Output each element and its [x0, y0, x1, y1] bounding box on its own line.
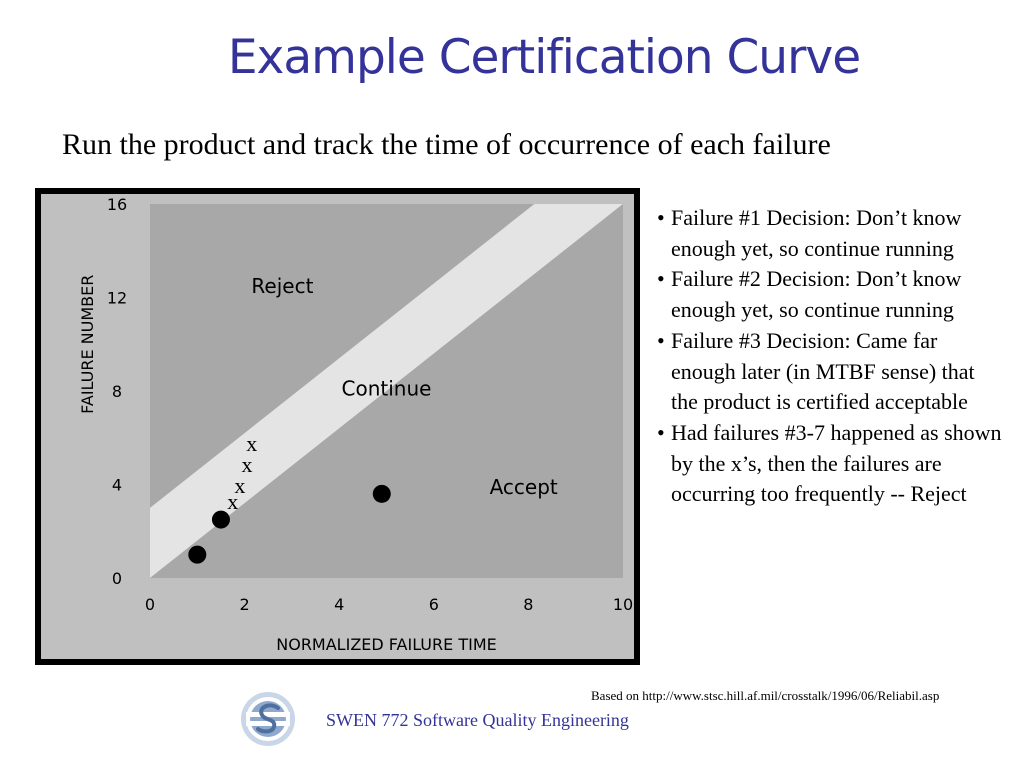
rit-logo-icon — [241, 692, 295, 746]
slide-title: Example Certification Curve — [227, 30, 861, 85]
hypothetical-failure-marker: x — [227, 489, 238, 514]
bullet-text: Had failures #3-7 happened as shown by t… — [671, 419, 1002, 507]
x-tick-label: 0 — [145, 595, 155, 614]
bullet-dot: • — [657, 266, 665, 292]
y-tick-label: 8 — [112, 382, 122, 401]
failure-point — [372, 484, 391, 503]
continue-label: Continue — [342, 377, 432, 401]
x-tick-label: 10 — [613, 595, 633, 614]
footer-course-name: SWEN 772 Software Quality Engineering — [326, 710, 629, 730]
bullet-dot: • — [657, 419, 665, 445]
bullet-text: Failure #1 Decision: Don’t know enough y… — [671, 205, 962, 261]
bullet-item: • Had failures #3-7 happened as shown by … — [657, 418, 1007, 510]
hypothetical-failure-marker: x — [246, 431, 257, 456]
hypothetical-failure-marker: x — [241, 452, 252, 477]
bullet-item: • Failure #1 Decision: Don’t know enough … — [657, 203, 1007, 264]
failure-point — [211, 510, 230, 529]
bullet-text: Failure #3 Decision: Came far enough lat… — [671, 327, 975, 415]
x-tick-label: 2 — [240, 595, 250, 614]
y-tick-label: 16 — [107, 195, 127, 214]
x-tick-label: 8 — [523, 595, 533, 614]
certification-chart: Reject Continue Accept 0 4 8 12 16 0 2 4 6 8 10 NORMAL… — [35, 188, 640, 665]
slide-subtitle: Run the product and track the time of oc… — [62, 128, 831, 161]
y-axis-label: FAILURE NUMBER — [78, 275, 97, 414]
chart-svg: Reject Continue Accept 0 4 8 12 16 0 2 4 6 8 10 NORMAL… — [41, 194, 634, 659]
hypothetical-failure-marker: x — [234, 473, 245, 498]
bullet-dot: • — [657, 205, 665, 230]
bullet-dot: • — [657, 327, 665, 353]
y-tick-label: 0 — [112, 569, 122, 588]
failure-point — [188, 545, 207, 564]
reject-label: Reject — [251, 274, 313, 298]
x-tick-label: 4 — [334, 595, 344, 614]
x-tick-label: 6 — [429, 595, 439, 614]
source-citation: Based on http://www.stsc.hill.af.mil/cro… — [591, 688, 940, 703]
accept-label: Accept — [490, 475, 558, 499]
bullet-item: • Failure #2 Decision: Don’t know enough … — [657, 264, 1007, 325]
y-tick-label: 12 — [107, 289, 127, 308]
bullet-item: • Failure #3 Decision: Came far enough la… — [657, 326, 1007, 418]
bullet-list: • Failure #1 Decision: Don’t know enough … — [657, 203, 1007, 510]
y-tick-label: 4 — [112, 476, 122, 495]
accept-region — [150, 204, 623, 578]
bullet-text: Failure #2 Decision: Don’t know enough y… — [671, 266, 962, 323]
x-axis-label: NORMALIZED FAILURE TIME — [276, 635, 496, 654]
